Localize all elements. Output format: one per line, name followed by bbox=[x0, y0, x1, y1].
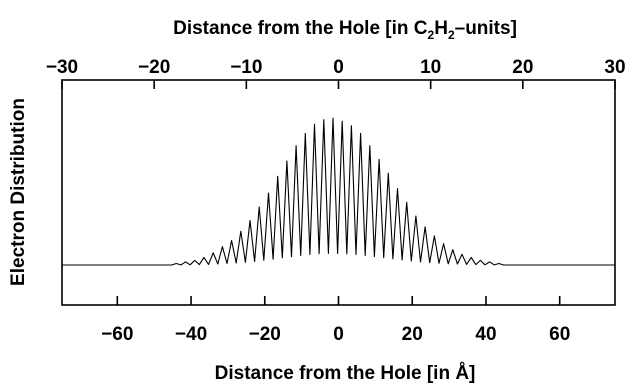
plot-frame bbox=[61, 79, 616, 306]
y-axis-label: Electron Distribution bbox=[8, 98, 29, 286]
bottom-axis-tick-labels: −60 −40 −20 0 20 40 60 bbox=[101, 324, 570, 345]
top-axis-tick-label: 10 bbox=[420, 57, 441, 78]
bottom-axis-tick-label: 60 bbox=[549, 324, 570, 345]
top-axis-tick-labels: −30 −20 −10 0 10 20 30 bbox=[46, 57, 626, 78]
bottom-axis-tick-label: −20 bbox=[249, 324, 281, 345]
top-axis-tick-label: 0 bbox=[333, 57, 344, 78]
bottom-axis-tick-label: 0 bbox=[333, 324, 344, 345]
axis-ticks bbox=[61, 80, 616, 305]
bottom-axis-tick-label: 40 bbox=[475, 324, 496, 345]
series-line bbox=[62, 117, 615, 266]
top-axis-tick-label: 20 bbox=[512, 57, 533, 78]
top-axis-tick-label: −20 bbox=[138, 57, 170, 78]
top-axis-tick-label: −10 bbox=[230, 57, 262, 78]
top-axis-tick-label: −30 bbox=[46, 57, 78, 78]
x-axis-label: Distance from the Hole [in Å] bbox=[215, 363, 476, 384]
top-axis-title: Distance from the Hole [in C2H2–units] bbox=[173, 18, 517, 42]
bottom-axis-tick-label: 20 bbox=[402, 324, 423, 345]
bottom-axis-tick-label: −60 bbox=[101, 324, 133, 345]
top-axis-tick-label: 30 bbox=[604, 57, 625, 78]
bottom-axis-tick-label: −40 bbox=[175, 324, 207, 345]
